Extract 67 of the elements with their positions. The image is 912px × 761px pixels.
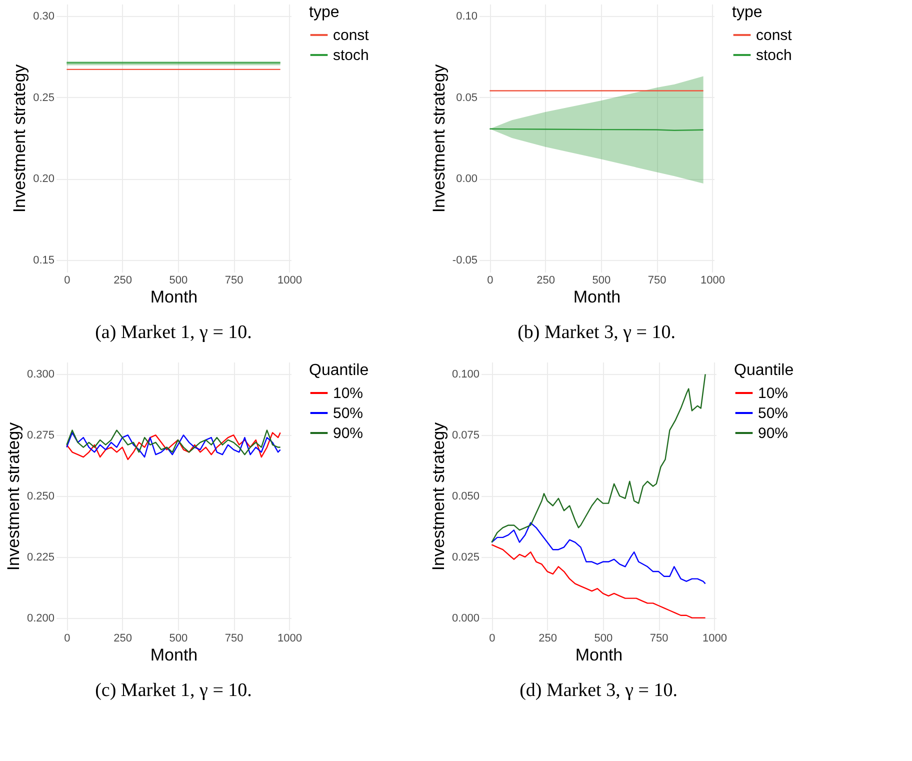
x-tick-label: 250 <box>536 274 555 286</box>
legend-label: const <box>756 27 793 44</box>
text: (a) Market 1, γ = 10. <box>95 322 252 343</box>
x-axis-title: Month <box>150 288 198 306</box>
legend-title: Quantile <box>309 362 369 379</box>
x-tick-label: 1000 <box>277 274 302 286</box>
y-tick-label: 0.275 <box>26 430 54 442</box>
legend-label: stoch <box>333 47 369 64</box>
line-series <box>491 522 706 584</box>
y-tick-label: -0.05 <box>452 254 478 266</box>
x-tick-label: 1000 <box>700 274 725 286</box>
legend-title: Quantile <box>734 362 794 379</box>
y-tick-label: 0.100 <box>452 368 480 381</box>
y-tick-label: 0.250 <box>26 490 54 502</box>
y-tick-label: 0.225 <box>26 551 54 564</box>
x-tick-label: 1000 <box>277 632 302 644</box>
y-axis-title: Investment strategy <box>10 64 30 213</box>
y-axis-title: Investment strategy <box>429 64 448 213</box>
legend-title: type <box>732 4 762 21</box>
y-tick-label: 0.200 <box>26 612 54 624</box>
legend-title: type <box>309 4 340 21</box>
line-series <box>491 374 706 543</box>
y-tick-label: 0.05 <box>456 92 478 104</box>
y-tick-label: 0.050 <box>452 490 480 502</box>
x-tick-label: 500 <box>592 274 611 286</box>
text: (c) Market 1, γ = 10. <box>95 680 252 701</box>
x-tick-label: 750 <box>650 632 668 644</box>
text: (d) Market 3, γ = 10. <box>520 680 678 701</box>
x-tick-label: 1000 <box>702 632 727 644</box>
y-tick-label: 0.025 <box>452 551 480 564</box>
x-tick-label: 250 <box>114 274 132 286</box>
text: (b) Market 3, γ = 10. <box>518 322 676 343</box>
x-tick-label: 500 <box>169 274 188 286</box>
x-tick-label: 500 <box>169 632 188 644</box>
x-tick-label: 500 <box>594 632 613 644</box>
y-axis-title: Investment strategy <box>4 422 23 571</box>
y-tick-label: 0.300 <box>26 368 54 381</box>
legend-label: 90% <box>333 425 364 442</box>
x-tick-label: 250 <box>538 632 557 644</box>
y-tick-label: 0.10 <box>456 10 478 23</box>
x-tick-label: 250 <box>114 632 132 644</box>
x-axis-title: Month <box>573 288 621 306</box>
y-tick-label: 0.00 <box>456 173 478 186</box>
legend-label: 50% <box>333 405 364 422</box>
legend-label: 50% <box>758 405 788 422</box>
y-axis-title: Investment strategy <box>428 422 448 571</box>
x-axis-title: Month <box>575 646 623 664</box>
x-tick-label: 0 <box>64 632 70 644</box>
x-tick-label: 0 <box>489 632 496 644</box>
x-axis-title: Month <box>150 646 198 664</box>
x-tick-label: 750 <box>648 274 666 286</box>
x-tick-label: 0 <box>487 274 494 286</box>
legend-label: const <box>333 27 370 44</box>
legend-label: 10% <box>333 385 364 402</box>
x-tick-label: 0 <box>64 274 70 286</box>
legend-label: 10% <box>758 385 788 402</box>
legend-label: 90% <box>758 425 788 442</box>
y-tick-label: 0.075 <box>452 430 480 442</box>
y-tick-label: 0.20 <box>33 173 54 186</box>
y-tick-label: 0.000 <box>452 612 480 624</box>
y-tick-label: 0.25 <box>33 92 54 104</box>
x-tick-label: 750 <box>224 632 244 644</box>
x-tick-label: 750 <box>224 274 244 286</box>
legend-label: stoch <box>756 47 792 64</box>
line-series <box>491 544 706 618</box>
y-tick-label: 0.30 <box>33 10 54 23</box>
y-tick-label: 0.15 <box>33 254 54 266</box>
